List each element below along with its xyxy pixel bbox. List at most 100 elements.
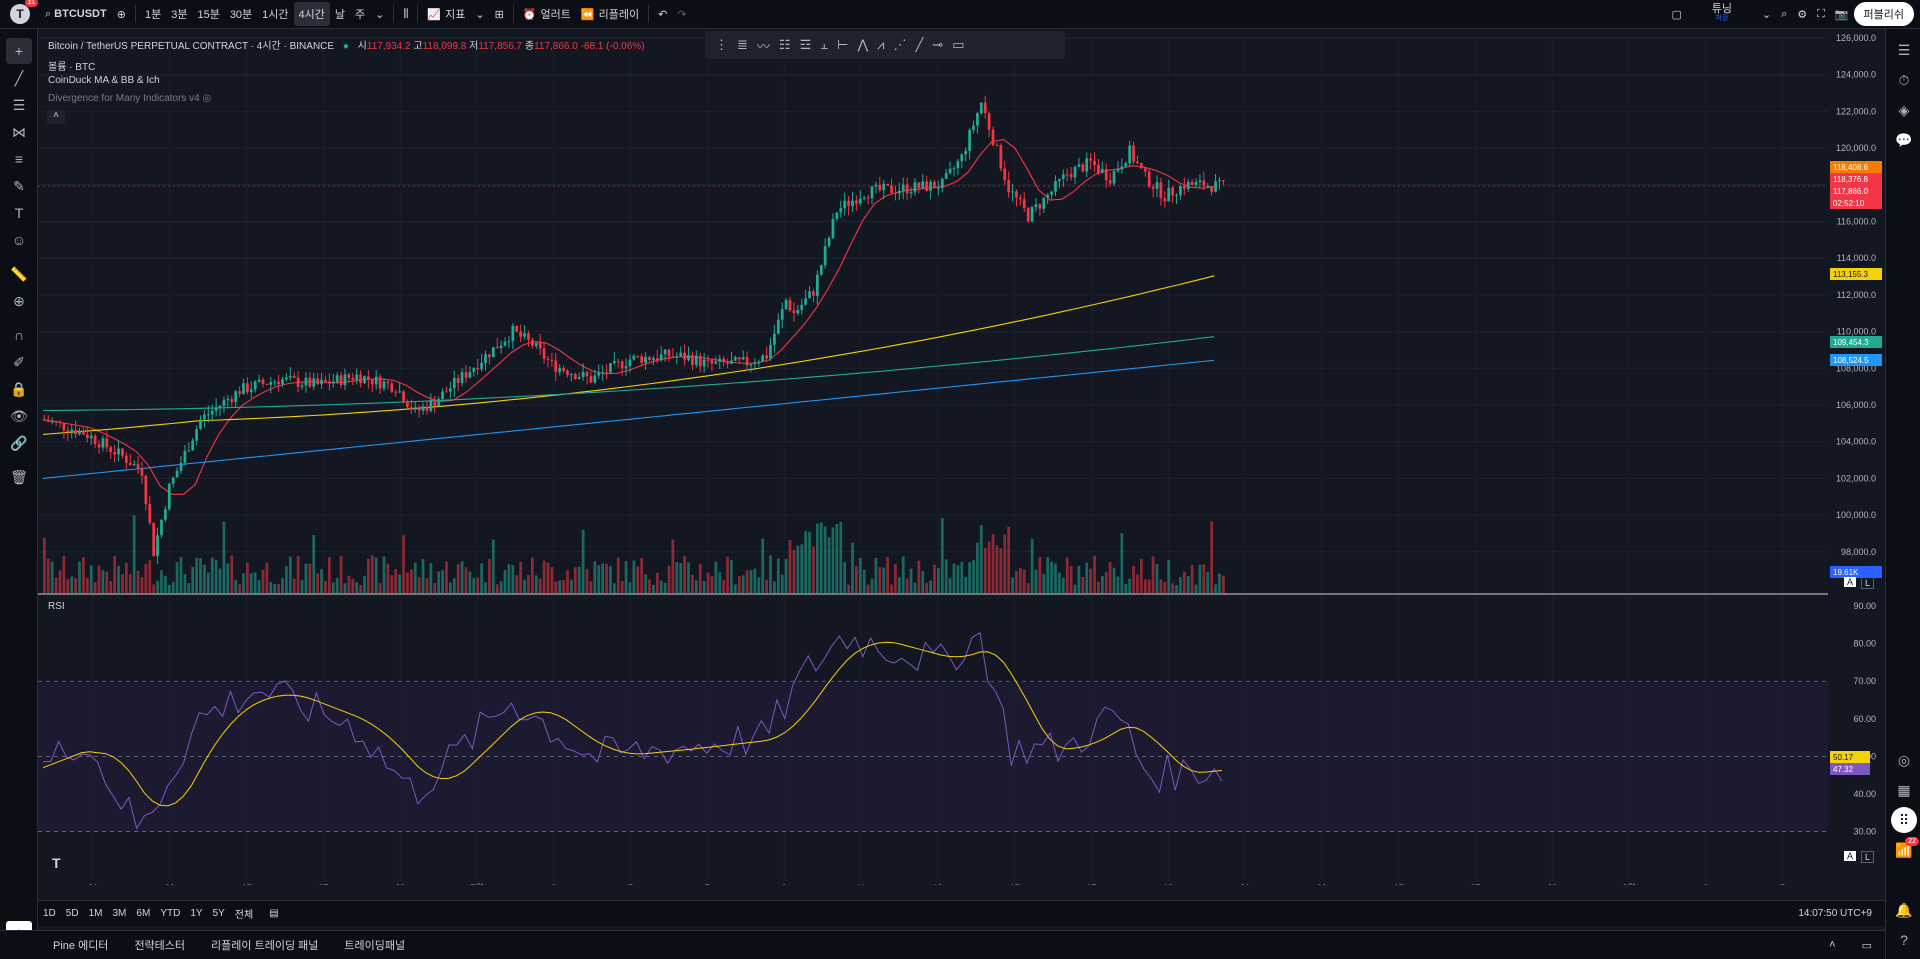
range-5y[interactable]: 5Y bbox=[212, 908, 225, 919]
collapse-legend-button[interactable]: ˄ bbox=[47, 110, 65, 124]
abcd-icon[interactable]: ⩘ bbox=[877, 37, 885, 52]
stay-drawing-tool[interactable]: ✐ bbox=[6, 349, 32, 375]
interval-3m[interactable]: 3분 bbox=[171, 9, 188, 21]
range-all[interactable]: 전체 bbox=[234, 910, 254, 921]
interval-dropdown[interactable]: ⌄ bbox=[370, 2, 389, 26]
candle-body bbox=[546, 358, 550, 360]
fullscreen-layout-button[interactable]: ▢ bbox=[1666, 2, 1686, 26]
volume-bar bbox=[562, 580, 565, 593]
trend-line-tool[interactable]: ╱ bbox=[6, 65, 32, 91]
fullscreen-button[interactable]: ⛶ bbox=[1812, 2, 1830, 26]
undo-button[interactable]: ↶ bbox=[653, 2, 672, 26]
lock-drawings-tool[interactable]: 🔒 bbox=[6, 376, 32, 402]
snapshot-button[interactable]: 📷 bbox=[1830, 2, 1854, 26]
replay-button[interactable]: ⏪ 리플레이 bbox=[576, 2, 644, 26]
line-icon[interactable]: ╱ bbox=[915, 37, 924, 52]
auto-scale-button[interactable]: A bbox=[1844, 577, 1857, 587]
quick-search-button[interactable]: ⌕ bbox=[1776, 2, 1792, 26]
symbol-search[interactable]: ⌕ BTCUSDT bbox=[40, 2, 112, 26]
tab-strategy-tester[interactable]: 전략테스터 bbox=[134, 940, 186, 952]
publish-button[interactable]: 퍼블리쉬 bbox=[1853, 2, 1914, 26]
rsi-log-scale-button[interactable]: L bbox=[1861, 851, 1875, 863]
apps-button[interactable]: ⠿ bbox=[1891, 807, 1917, 833]
rsi-legend[interactable]: RSI bbox=[48, 601, 65, 612]
layers-button[interactable]: ◈ bbox=[1891, 97, 1917, 123]
horizontal-lines-tool[interactable]: ☰ bbox=[6, 92, 32, 118]
layout-dropdown[interactable]: ⌄ bbox=[1757, 2, 1776, 26]
log-scale-button[interactable]: L bbox=[1861, 577, 1875, 589]
layouts-button[interactable]: ⊞ bbox=[490, 2, 509, 26]
ruler-tool-icon[interactable]: ⫠ bbox=[820, 37, 829, 52]
hide-drawings-tool[interactable]: 👁 bbox=[6, 403, 32, 429]
candle-body bbox=[413, 407, 417, 410]
drag-handle-icon[interactable]: ⋮ bbox=[715, 37, 728, 52]
alert-button[interactable]: ⏰ 얼러트 bbox=[518, 2, 576, 26]
interval-week[interactable]: 주 bbox=[355, 9, 366, 21]
range-icon[interactable]: ⊢ bbox=[837, 37, 849, 52]
range-1m[interactable]: 1M bbox=[88, 908, 103, 919]
redo-button[interactable]: ↷ bbox=[672, 2, 691, 26]
rsi-auto-scale-button[interactable]: A bbox=[1844, 851, 1857, 861]
alerts-panel-button[interactable]: ⏱ bbox=[1891, 67, 1917, 93]
fan-icon[interactable]: ⋰ bbox=[893, 37, 907, 52]
volume-legend[interactable]: 볼륨 · BTC bbox=[48, 62, 96, 73]
price-chart[interactable]: 126,000.0 124,000.0 122,000.0 120,000.0 118,… bbox=[38, 29, 1885, 885]
help-button[interactable]: ? bbox=[1891, 927, 1917, 953]
channel-icon[interactable]: ☷ bbox=[778, 37, 791, 52]
user-avatar[interactable]: T 11 bbox=[10, 0, 38, 24]
emoji-tool[interactable]: ☺ bbox=[6, 227, 32, 253]
indicator-legend-ma[interactable]: CoinDuck MA & BB & Ich bbox=[48, 75, 160, 86]
magnet-tool[interactable]: ∩ bbox=[6, 322, 32, 348]
candle-body bbox=[796, 309, 800, 314]
notifications-button[interactable]: 📶 22 bbox=[1891, 837, 1919, 863]
range-3m[interactable]: 3M bbox=[112, 908, 127, 919]
rectangle-icon[interactable]: ▭ bbox=[952, 37, 965, 52]
interval-1m[interactable]: 1분 bbox=[144, 9, 162, 21]
volume-bar bbox=[831, 527, 835, 593]
interval-30m[interactable]: 30분 bbox=[229, 9, 253, 21]
go-to-date-button[interactable]: ▤ bbox=[264, 908, 283, 919]
candle-body bbox=[605, 372, 608, 374]
pitchfork-icon[interactable]: ≣ bbox=[737, 37, 748, 52]
interval-4h[interactable]: 4시간 bbox=[293, 2, 330, 26]
bell-button[interactable]: 🔔 bbox=[1891, 897, 1917, 923]
zoom-tool[interactable]: ⊕ bbox=[6, 288, 32, 314]
indicator-legend-divergence[interactable]: Divergence for Many Indicators v4 ◎ bbox=[48, 93, 211, 104]
fib-tool[interactable]: ≡ bbox=[6, 146, 32, 172]
range-6m[interactable]: 6M bbox=[136, 908, 151, 919]
remove-drawings-tool[interactable]: 🗑 bbox=[6, 464, 32, 490]
crosshair-tool[interactable]: + bbox=[6, 38, 32, 64]
tab-trading-panel[interactable]: 트레이딩패널 bbox=[344, 940, 406, 952]
settings-button[interactable]: ⚙ bbox=[1792, 2, 1812, 26]
sync-drawings-tool[interactable]: 🔗 bbox=[6, 430, 32, 456]
pattern-tool[interactable]: ⋈ bbox=[6, 119, 32, 145]
parallel-icon[interactable]: ☲ bbox=[799, 37, 812, 52]
compare-symbol-button[interactable]: ⊕ bbox=[112, 2, 131, 26]
indicators-button[interactable]: 📈 지표 bbox=[422, 2, 470, 26]
indicators-dropdown[interactable]: ⌄ bbox=[470, 2, 489, 26]
range-1y[interactable]: 1Y bbox=[190, 908, 203, 919]
interval-15m[interactable]: 15분 bbox=[197, 9, 220, 21]
collapse-panel-button[interactable]: ˄ bbox=[1816, 939, 1848, 951]
range-5d[interactable]: 5D bbox=[65, 908, 79, 919]
maximize-panel-button[interactable]: ▭ bbox=[1849, 939, 1885, 952]
chart-type-button[interactable]: ⫼ bbox=[398, 2, 413, 26]
clock-display[interactable]: 14:07:50 UTC+9 bbox=[1798, 908, 1872, 919]
xabcd-icon[interactable]: ⋀ bbox=[857, 37, 869, 52]
ideas-button[interactable]: ◎ bbox=[1891, 747, 1917, 773]
interval-day[interactable]: 날 bbox=[334, 9, 346, 21]
text-tool[interactable]: T bbox=[6, 200, 32, 226]
measure-tool[interactable]: 📏 bbox=[6, 261, 32, 287]
chat-button[interactable]: 💬 bbox=[1891, 127, 1917, 153]
range-ytd[interactable]: YTD bbox=[160, 908, 181, 919]
interval-1h[interactable]: 1시간 bbox=[262, 9, 289, 21]
zigzag-icon[interactable]: 〰 bbox=[756, 38, 770, 54]
tab-replay-panel[interactable]: 리플레이 트레이딩 패널 bbox=[211, 940, 319, 952]
hline-icon[interactable]: ⊸ bbox=[932, 37, 944, 52]
range-1d[interactable]: 1D bbox=[43, 908, 56, 919]
brush-tool[interactable]: ✎ bbox=[6, 173, 32, 199]
tab-pine-editor[interactable]: Pine 에디터 bbox=[53, 940, 109, 952]
layout-name[interactable]: 튜닝 저장 bbox=[1687, 2, 1757, 26]
watchlist-button[interactable]: ☰ bbox=[1891, 37, 1917, 63]
calendar-button[interactable]: ▦ bbox=[1891, 777, 1917, 803]
